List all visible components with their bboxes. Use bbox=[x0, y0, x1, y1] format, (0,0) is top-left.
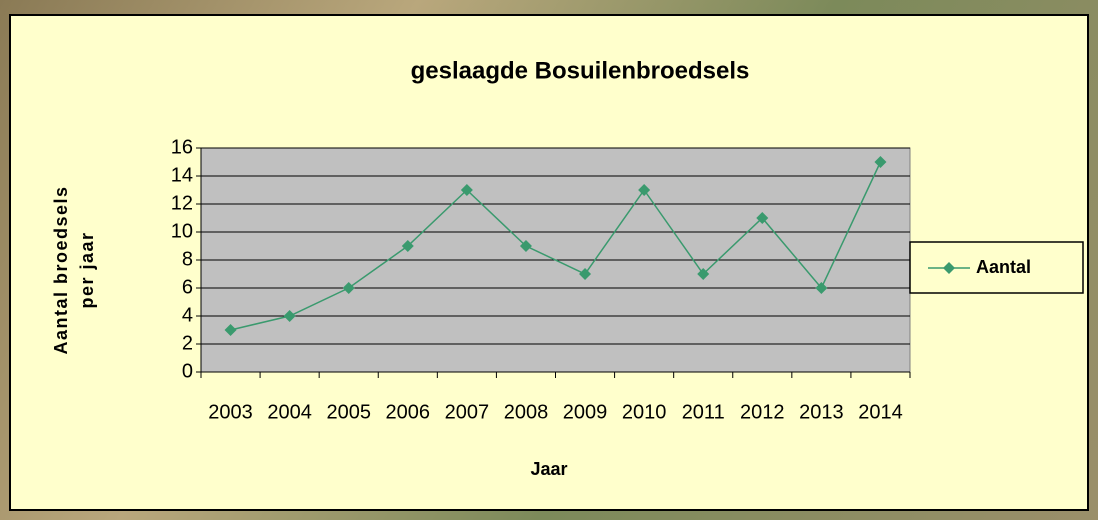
x-tick-label: 2007 bbox=[445, 401, 490, 423]
x-tick-label: 2003 bbox=[208, 401, 253, 423]
x-tick-label: 2011 bbox=[682, 401, 725, 423]
chart: geslaagde Bosuilenbroedsels Jaar Aantal … bbox=[0, 0, 1098, 520]
legend-label: Aantal bbox=[976, 257, 1031, 277]
x-tick-label: 2010 bbox=[622, 401, 667, 423]
x-tick-label: 2012 bbox=[740, 401, 785, 423]
x-tick-label: 2014 bbox=[858, 401, 903, 423]
x-axis-label: Jaar bbox=[530, 459, 567, 479]
y-tick-label: 4 bbox=[182, 304, 193, 326]
y-axis-label: per jaar bbox=[77, 231, 97, 308]
x-tick-label: 2004 bbox=[267, 401, 312, 423]
x-tick-label: 2006 bbox=[386, 401, 431, 423]
y-tick-label: 8 bbox=[182, 248, 193, 270]
y-tick-label: 10 bbox=[171, 220, 193, 242]
y-tick-label: 16 bbox=[171, 136, 193, 158]
x-tick-label: 2008 bbox=[504, 401, 549, 423]
y-tick-label: 2 bbox=[182, 332, 193, 354]
chart-title: geslaagde Bosuilenbroedsels bbox=[411, 57, 750, 84]
y-tick-label: 12 bbox=[171, 192, 193, 214]
x-tick-label: 2005 bbox=[326, 401, 371, 423]
y-tick-label: 14 bbox=[171, 164, 193, 186]
y-tick-label: 6 bbox=[182, 276, 193, 298]
x-tick-label: 2009 bbox=[563, 401, 608, 423]
y-tick-label: 0 bbox=[182, 360, 193, 382]
page: {"chart_data": {"type": "line", "title":… bbox=[0, 0, 1098, 520]
x-tick-label: 2013 bbox=[799, 401, 844, 423]
y-axis-label: Aantal broedsels bbox=[51, 185, 71, 354]
